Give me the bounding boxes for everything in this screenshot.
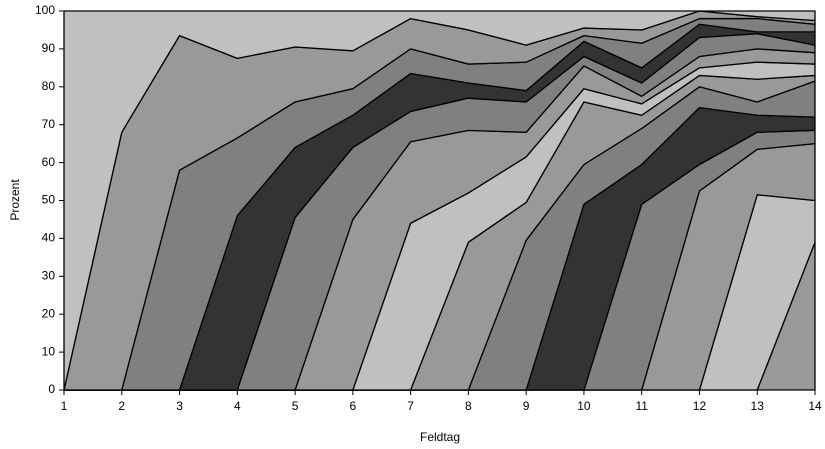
y-axis-label: Prozent	[8, 179, 22, 221]
y-tick-label: 10	[42, 344, 56, 358]
x-tick-label: 9	[523, 399, 530, 413]
x-tick-label: 6	[350, 399, 357, 413]
x-tick-label: 5	[292, 399, 299, 413]
x-tick-label: 2	[118, 399, 125, 413]
y-tick-label: 60	[42, 155, 56, 169]
y-tick-label: 40	[42, 231, 56, 245]
y-tick-label: 80	[42, 79, 56, 93]
x-axis-label: Feldtag	[420, 430, 460, 444]
y-tick-label: 100	[35, 3, 55, 17]
x-tick-label: 4	[234, 399, 241, 413]
y-tick-label: 50	[42, 193, 56, 207]
x-tick-label: 13	[751, 399, 765, 413]
x-tick-label: 12	[693, 399, 707, 413]
x-tick-label: 11	[635, 399, 648, 413]
y-tick-label: 70	[42, 117, 56, 131]
x-tick-label: 7	[407, 399, 414, 413]
y-tick-label: 0	[48, 382, 55, 396]
x-tick-label: 10	[577, 399, 591, 413]
x-tick-label: 14	[808, 399, 822, 413]
y-tick-label: 30	[42, 268, 56, 282]
x-tick-label: 3	[176, 399, 183, 413]
x-tick-label: 8	[465, 399, 472, 413]
x-tick-label: 1	[61, 399, 68, 413]
y-tick-label: 20	[42, 306, 56, 320]
y-tick-label: 90	[42, 41, 56, 55]
